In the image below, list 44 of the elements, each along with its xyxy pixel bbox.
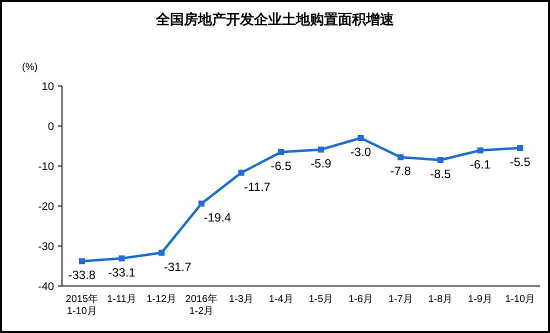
data-label: -3.0 (350, 145, 372, 159)
point (158, 250, 165, 256)
chart-title: 全国房地产开发企业土地购置面积增速 (155, 11, 395, 27)
x-tick-label: 1-9月 (468, 294, 492, 305)
data-label: -6.5 (270, 159, 292, 173)
y-tick-label: -20 (38, 201, 54, 213)
x-tick-label: 1-10月 (505, 294, 536, 305)
data-label: -7.8 (390, 164, 412, 178)
point (358, 135, 364, 141)
y-tick-label: -10 (38, 161, 54, 173)
point (118, 255, 125, 262)
x-tick-label: 1-12月 (146, 294, 177, 305)
x-tick-label: 1-3月 (229, 294, 254, 305)
point (238, 170, 244, 176)
y-tick-label: -30 (38, 241, 54, 253)
point (398, 154, 404, 160)
data-label: -8.5 (430, 167, 452, 181)
data-label: -33.1 (108, 265, 136, 280)
x-tick-label: 1-6月 (348, 294, 373, 305)
x-tick-label: 2015年 1-10月 (66, 293, 98, 317)
x-tick-label: 1-8月 (428, 294, 453, 305)
data-label: -31.7 (164, 260, 192, 274)
data-label: -5.9 (310, 156, 332, 171)
data-label: -33.8 (68, 268, 96, 282)
data-label: -5.5 (510, 155, 531, 169)
data-label: -6.1 (470, 157, 491, 172)
point (437, 157, 444, 163)
x-tick-label: 1-5月 (308, 294, 334, 305)
point (477, 147, 484, 154)
x-tick-label: 2016年 1-2月 (185, 293, 218, 317)
y-axis-title: (%) (22, 62, 38, 73)
y-tick-label: 10 (42, 81, 54, 93)
y-tick-label: -40 (38, 281, 54, 293)
x-tick-label: 1-11月 (107, 294, 136, 305)
point (278, 149, 284, 155)
data-label: -19.4 (204, 210, 232, 225)
point (318, 146, 324, 153)
x-tick-label: 1-4月 (268, 294, 294, 305)
x-tick-label: 1-7月 (388, 294, 413, 305)
data-label: -11.7 (244, 180, 271, 194)
point (198, 200, 204, 207)
y-tick-label: 0 (48, 121, 54, 133)
point (517, 145, 524, 151)
point (78, 258, 85, 264)
